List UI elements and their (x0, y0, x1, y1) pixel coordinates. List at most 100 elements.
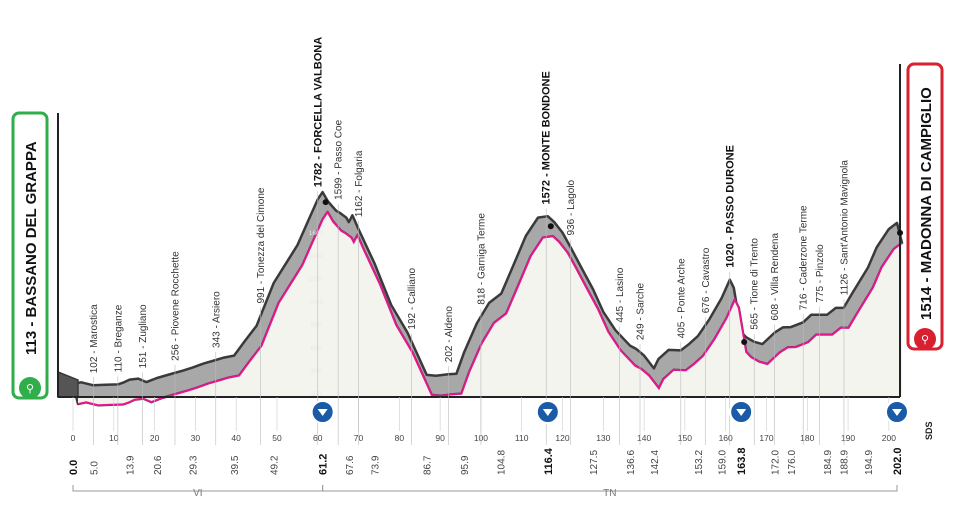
point-label: 1599 - Passo Coe (334, 119, 345, 199)
km-label: 136.6 (626, 450, 637, 475)
y-tick-label: 1400 (309, 253, 324, 260)
x-tick-label: 90 (435, 433, 445, 443)
x-tick-label: 140 (637, 433, 651, 443)
finish-badge: 1514 - MADONNA DI CAMPIGLIO ⚲ (906, 62, 944, 351)
km-marker-arrow (892, 409, 902, 416)
km-label: 49.2 (270, 455, 281, 475)
km-label: 127.5 (589, 450, 600, 475)
point-label: 202 - Aldeno (444, 306, 455, 363)
x-tick-label: 20 (150, 433, 160, 443)
point-label: 343 - Arsiero (211, 291, 222, 348)
km-label: 202.0 (892, 447, 904, 475)
km-label: 194.9 (864, 450, 875, 475)
x-tick-label: 120 (555, 433, 569, 443)
km-label: 116.4 (543, 447, 555, 475)
point-label: 716 - Caderzone Terme (799, 205, 810, 310)
x-tick-label: 130 (596, 433, 610, 443)
x-tick-label: 200 (882, 433, 896, 443)
km-label: 172.0 (771, 450, 782, 475)
point-label: 936 - Lagolo (566, 179, 577, 235)
point-label: 608 - Villa Rendena (770, 233, 781, 321)
start-badge: 113 - BASSANO DEL GRAPPA ⚲ (11, 111, 49, 400)
km-label: 39.5 (230, 455, 241, 475)
x-tick-label: 170 (759, 433, 773, 443)
start-block (57, 370, 79, 398)
start-icon (19, 377, 41, 399)
point-label: 405 - Ponte Arche (676, 258, 687, 338)
y-tick-label: 1600 (309, 230, 324, 237)
point-label: 110 - Breganze (113, 304, 124, 372)
summit-dot (741, 339, 748, 346)
x-tick-label: 30 (191, 433, 201, 443)
km-label: 95.9 (460, 455, 471, 475)
point-label: 151 - Zugliano (138, 304, 149, 368)
point-label: 565 - Tione di Trento (750, 238, 761, 330)
y-tick-label: 1000 (309, 299, 324, 306)
km-label: 86.7 (423, 455, 434, 475)
point-label: 1782 - FORCELLA VALBONA (312, 37, 324, 187)
start-label: 113 - BASSANO DEL GRAPPA (23, 141, 40, 355)
x-tick-label: 110 (515, 433, 529, 443)
point-label: 192 - Calliano (407, 267, 418, 329)
region-bracket (322, 485, 898, 492)
km-label: 0.0 (68, 460, 80, 475)
km-label: 20.6 (153, 455, 164, 475)
x-tick-label: 150 (678, 433, 692, 443)
point-label: 445 - Lasino (615, 267, 626, 322)
km-label: 159.0 (718, 450, 729, 475)
point-label: 676 - Cavastro (701, 247, 712, 313)
km-label: 184.9 (823, 450, 834, 475)
y-tick-label: 1200 (309, 276, 324, 283)
point-label: 1572 - MONTE BONDONE (541, 71, 553, 204)
x-tick-label: 50 (272, 433, 282, 443)
km-label: 73.9 (370, 455, 381, 475)
km-label: 67.6 (345, 455, 356, 475)
km-label: 29.3 (189, 455, 200, 475)
km-marker-arrow (542, 409, 553, 416)
y-tick-label: 800 (311, 322, 322, 329)
logo: SDS (924, 421, 934, 440)
point-label: 991 - Tonezza del Cimone (256, 187, 267, 303)
point-label: 1020 - PASSO DURONE (724, 145, 736, 268)
point-label: 775 - Pinzolo (815, 244, 826, 303)
km-label: 104.8 (497, 450, 508, 475)
region-label: TN (603, 488, 616, 499)
summit-dot (897, 229, 903, 236)
km-label: 13.9 (126, 455, 137, 475)
x-tick-label: 180 (800, 433, 814, 443)
point-label: 256 - Piovene Rocchette (170, 251, 181, 361)
summit-dot (547, 223, 554, 230)
point-label: 818 - Garniga Terme (476, 213, 487, 305)
y-tick-label: 200 (311, 391, 322, 398)
finish-icon (914, 328, 936, 350)
finish-label: 1514 - MADONNA DI CAMPIGLIO (918, 87, 935, 320)
profile-plot: 200 400 600 800 1000 1200 1400 1600 0 10 20 30 40 50 6… (57, 37, 909, 499)
start-bike-icon: ⚲ (26, 382, 34, 395)
y-tick-label: 600 (311, 345, 322, 352)
km-label: 61.2 (318, 454, 330, 475)
km-label: 188.9 (840, 450, 851, 475)
region-label: VI (193, 488, 202, 499)
point-label: 249 - Sarche (636, 282, 647, 340)
x-tick-label: 40 (231, 433, 241, 443)
point-label: 102 - Marostica (89, 304, 100, 373)
profile-face (78, 212, 902, 406)
x-tick-label: 0 (71, 433, 76, 443)
km-marker-arrow (317, 409, 328, 416)
x-tick-label: 80 (395, 433, 405, 443)
km-label: 176.0 (787, 450, 798, 475)
y-tick-label: 400 (311, 368, 322, 375)
summit-dot (322, 199, 329, 206)
point-label: 1126 - Sant'Antonio Mavignola (839, 160, 850, 296)
km-label: 142.4 (650, 450, 661, 475)
km-label: 5.0 (89, 461, 100, 475)
km-label: 163.8 (736, 447, 748, 475)
x-tick-label: 190 (841, 433, 855, 443)
point-label: 1162 - Folgaria (354, 150, 365, 217)
x-tick-label: 10 (109, 433, 119, 443)
km-label: 153.2 (694, 450, 705, 475)
x-tick-label: 160 (719, 433, 733, 443)
finish-bike-icon: ⚲ (921, 333, 929, 346)
km-marker-arrow (736, 409, 747, 416)
